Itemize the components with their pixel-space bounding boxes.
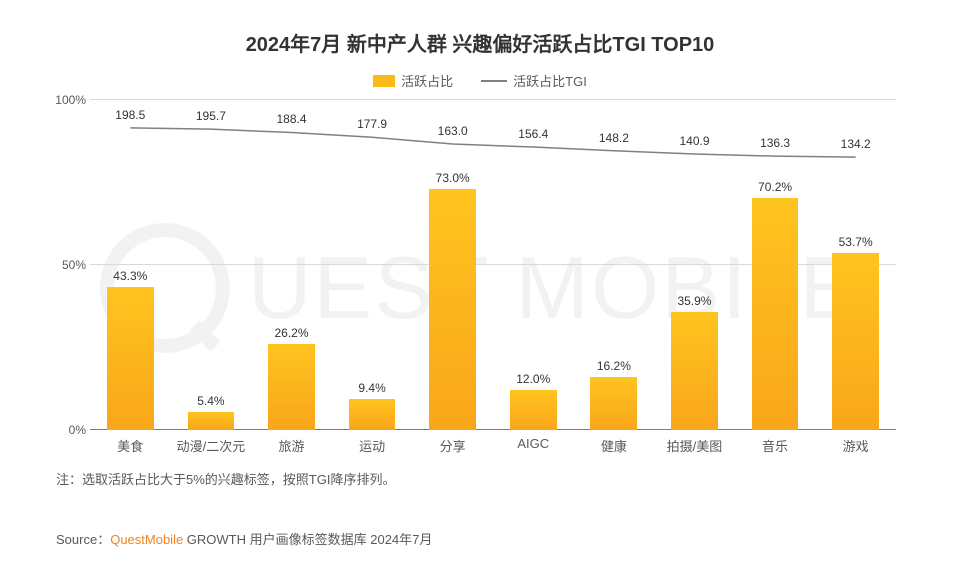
x-axis: 美食动漫/二次元旅游运动分享AIGC健康拍摄/美图音乐游戏 <box>90 436 896 455</box>
y-tick-label: 0% <box>52 423 86 437</box>
tgi-value-label: 136.3 <box>760 136 790 150</box>
legend-line-label: 活跃占比TGI <box>513 71 587 90</box>
tgi-value-label: 188.4 <box>276 112 306 126</box>
tgi-value-label: 134.2 <box>841 137 871 151</box>
tgi-value-label: 195.7 <box>196 109 226 123</box>
source-suffix: GROWTH 用户画像标签数据库 2024年7月 <box>183 532 432 547</box>
plot-area: 0%50%100% 43.3%5.4%26.2%9.4%73.0%12.0%16… <box>90 100 896 430</box>
x-tick-label: 动漫/二次元 <box>171 436 252 455</box>
tgi-value-label: 148.2 <box>599 131 629 145</box>
x-tick-label: 旅游 <box>251 436 332 455</box>
chart-title: 2024年7月 新中产人群 兴趣偏好活跃占比TGI TOP10 <box>56 28 904 57</box>
x-tick-label: 运动 <box>332 436 413 455</box>
tgi-value-label: 177.9 <box>357 117 387 131</box>
x-tick-label: 音乐 <box>735 436 816 455</box>
source-prefix: Source： <box>56 532 110 547</box>
tgi-value-label: 198.5 <box>115 108 145 122</box>
x-tick-label: 美食 <box>90 436 171 455</box>
x-tick-label: 分享 <box>412 436 493 455</box>
chart-container: 2024年7月 新中产人群 兴趣偏好活跃占比TGI TOP10 活跃占比 活跃占… <box>0 0 960 576</box>
legend-item-line: 活跃占比TGI <box>481 71 587 90</box>
bar-swatch-icon <box>373 75 395 87</box>
note-text: 注：选取活跃占比大于5%的兴趣标签，按照TGI降序排列。 <box>56 469 904 488</box>
tgi-value-label: 140.9 <box>679 134 709 148</box>
x-tick-label: 拍摄/美图 <box>654 436 735 455</box>
legend-item-bar: 活跃占比 <box>373 71 453 90</box>
y-tick-label: 50% <box>52 258 86 272</box>
line-swatch-icon <box>481 80 507 82</box>
source-line: Source：QuestMobile GROWTH 用户画像标签数据库 2024… <box>56 529 432 548</box>
y-tick-label: 100% <box>52 93 86 107</box>
x-tick-label: 健康 <box>574 436 655 455</box>
tgi-value-label: 163.0 <box>438 124 468 138</box>
tgi-value-label: 156.4 <box>518 127 548 141</box>
y-axis: 0%50%100% <box>52 100 86 430</box>
legend-bar-label: 活跃占比 <box>401 71 453 90</box>
source-brand: QuestMobile <box>110 532 183 547</box>
x-tick-label: AIGC <box>493 436 574 455</box>
legend: 活跃占比 活跃占比TGI <box>56 71 904 90</box>
x-tick-label: 游戏 <box>815 436 896 455</box>
